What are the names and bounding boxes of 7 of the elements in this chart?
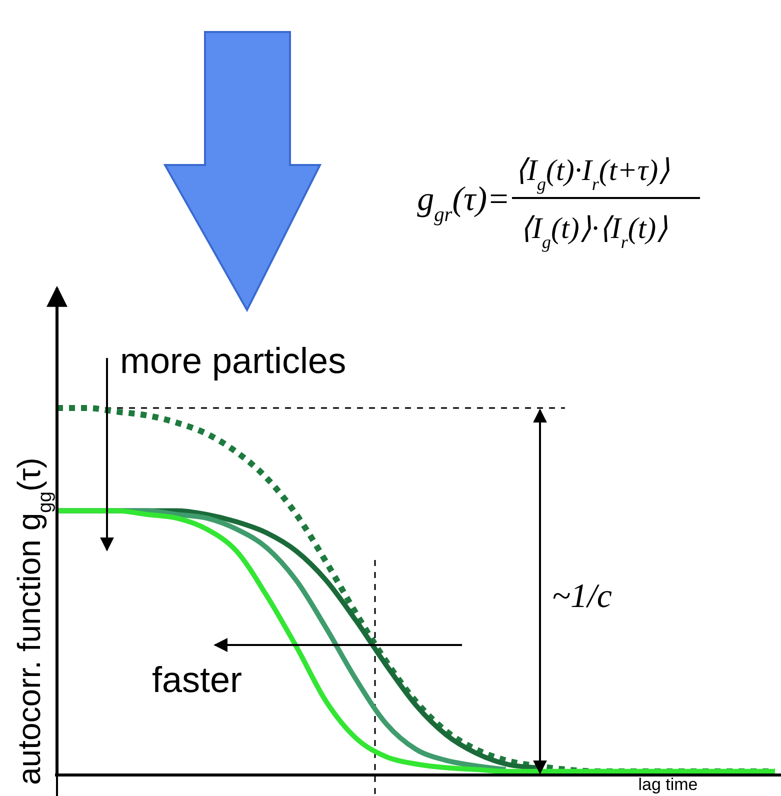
x-axis-title: lag time — [638, 775, 698, 794]
text: ⟨I$_{g}$(t)⟩·⟨I$_{r}$(t)⟩ — [520, 212, 668, 252]
annotation: ~1/c — [552, 578, 612, 615]
annotation: faster — [152, 659, 242, 700]
text: more particles — [120, 340, 346, 381]
text: ⟨I$_{g}$(t)·I$_{r}$(t+τ)⟩ — [515, 154, 670, 194]
text: g$_{gr}$(τ)= — [417, 181, 510, 226]
